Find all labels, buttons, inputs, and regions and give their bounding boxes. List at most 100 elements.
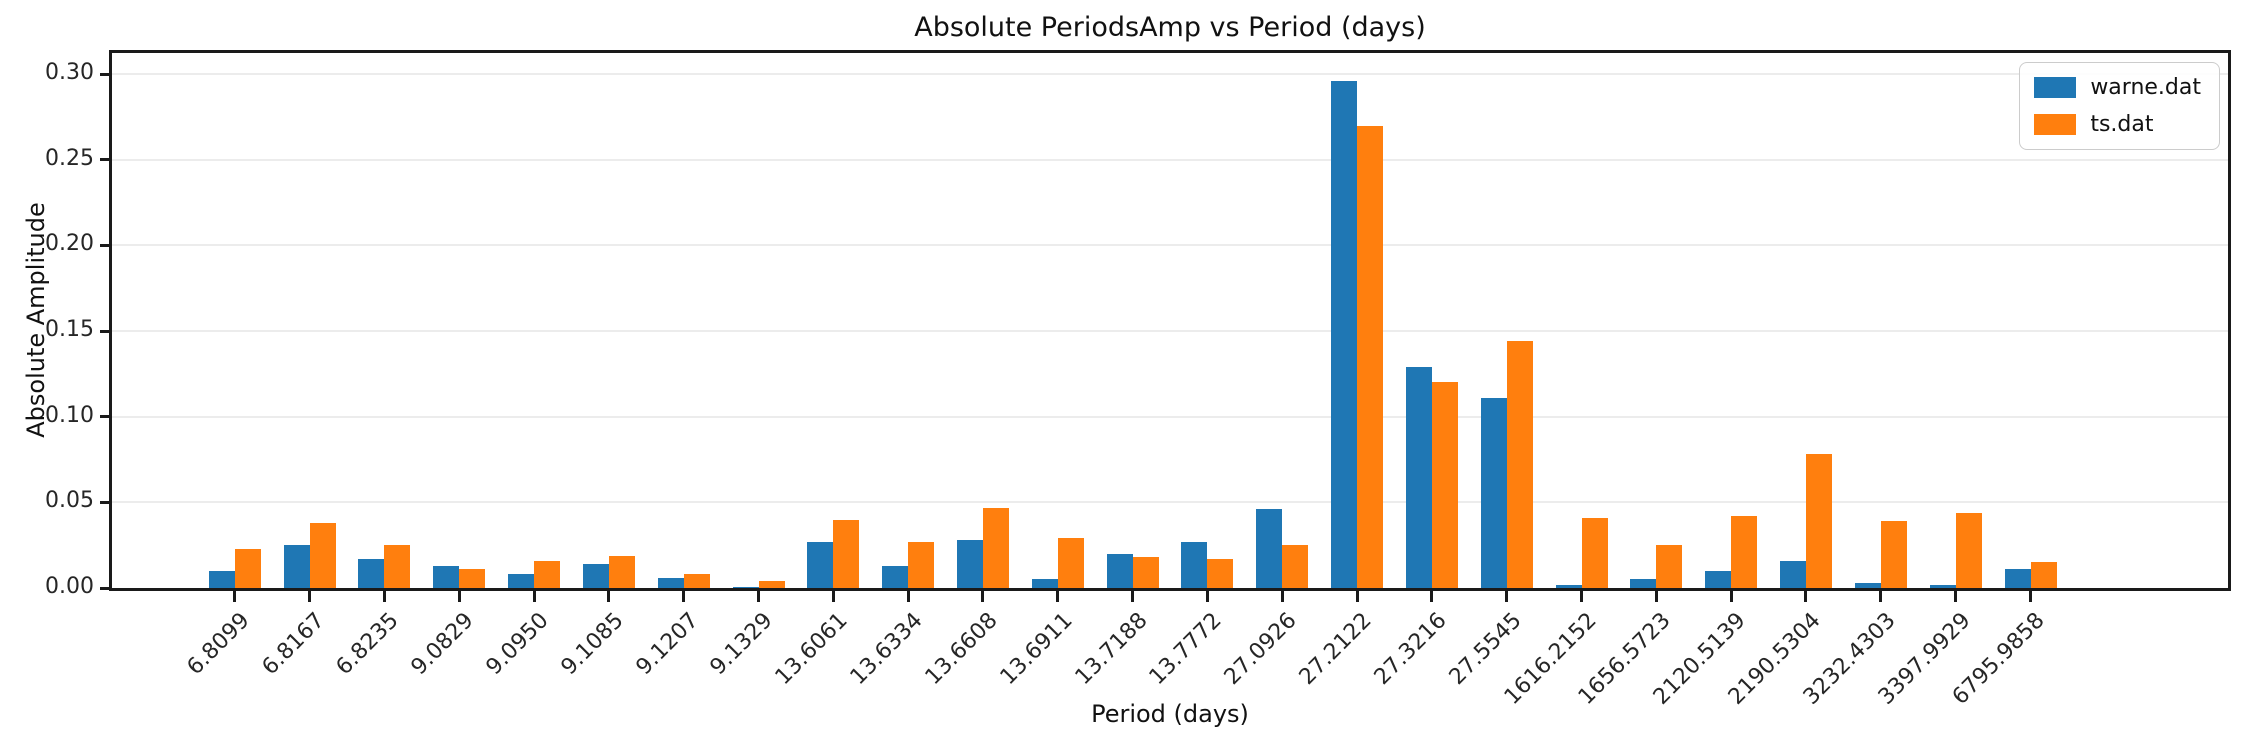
x-tick-mark bbox=[382, 591, 386, 602]
bar-warne-dat bbox=[882, 565, 909, 588]
x-tick-mark bbox=[1580, 591, 1584, 602]
legend-label-warne: warne.dat bbox=[2090, 75, 2201, 100]
x-tick-mark bbox=[1954, 591, 1958, 602]
bar-warne-dat bbox=[1256, 509, 1283, 588]
bar-ts-dat bbox=[1431, 382, 1458, 588]
x-tick-mark bbox=[1056, 591, 1060, 602]
bar-warne-dat bbox=[1854, 582, 1881, 588]
y-tick-mark bbox=[100, 329, 112, 333]
x-tick-mark bbox=[1654, 591, 1658, 602]
x-tick-mark bbox=[1879, 591, 1883, 602]
x-tick-label-text: 27.3216 bbox=[1369, 608, 1452, 691]
bar-warne-dat bbox=[508, 574, 534, 588]
chart-title: Absolute PeriodsAmp vs Period (days) bbox=[914, 12, 1426, 43]
x-tick-mark bbox=[233, 591, 237, 602]
bar-ts-dat bbox=[982, 507, 1009, 588]
bar-ts-dat bbox=[1955, 512, 1982, 588]
x-tick-mark bbox=[532, 591, 536, 602]
bar-warne-dat bbox=[433, 565, 460, 588]
x-tick-label-text: 6.8167 bbox=[257, 608, 330, 681]
bar-warne-dat bbox=[582, 564, 609, 588]
bar-ts-dat bbox=[1656, 545, 1683, 588]
x-tick-label-text: 9.0829 bbox=[406, 608, 479, 681]
gridline bbox=[112, 415, 2228, 418]
x-tick-mark bbox=[1355, 591, 1359, 602]
x-tick-label-text: 13.6608 bbox=[920, 608, 1003, 691]
x-tick-mark bbox=[2028, 591, 2032, 602]
y-tick-mark bbox=[100, 500, 112, 504]
bar-ts-dat bbox=[2030, 562, 2057, 588]
bar-ts-dat bbox=[309, 522, 336, 588]
bar-warne-dat bbox=[1181, 541, 1208, 588]
gridline bbox=[112, 158, 2228, 161]
legend-swatch-warne bbox=[2034, 77, 2077, 98]
bar-ts-dat bbox=[234, 548, 261, 588]
y-tick-label: 0.05 bbox=[45, 488, 94, 514]
bar-warne-dat bbox=[283, 545, 310, 588]
x-tick-label-text: 9.1085 bbox=[556, 608, 629, 681]
y-tick-mark bbox=[100, 415, 112, 419]
y-tick-mark bbox=[100, 586, 112, 590]
bar-ts-dat bbox=[1581, 517, 1608, 588]
bar-warne-dat bbox=[807, 541, 834, 588]
bar-ts-dat bbox=[833, 519, 860, 588]
bar-warne-dat bbox=[1031, 579, 1058, 588]
y-tick-label: 0.30 bbox=[45, 60, 94, 86]
x-tick-mark bbox=[981, 591, 985, 602]
x-tick-label-text: 13.7772 bbox=[1145, 608, 1228, 691]
x-tick-mark bbox=[831, 591, 835, 602]
plot-frame bbox=[109, 50, 2231, 591]
x-tick-mark bbox=[1729, 591, 1733, 602]
bar-ts-dat bbox=[683, 574, 710, 588]
gridline bbox=[112, 501, 2228, 504]
x-tick-mark bbox=[756, 591, 760, 602]
legend: warne.dat ts.dat bbox=[2019, 62, 2220, 150]
x-tick-mark bbox=[1804, 591, 1808, 602]
x-tick-label-text: 9.0950 bbox=[481, 608, 554, 681]
legend-item-warne: warne.dat bbox=[2034, 75, 2201, 100]
bar-warne-dat bbox=[1780, 560, 1806, 588]
bar-warne-dat bbox=[732, 587, 759, 588]
x-tick-label-text: 6.8235 bbox=[331, 608, 405, 681]
x-tick-label-text: 13.7188 bbox=[1070, 608, 1153, 691]
bar-warne-dat bbox=[1106, 553, 1133, 588]
bar-ts-dat bbox=[758, 581, 785, 588]
legend-swatch-ts bbox=[2034, 114, 2077, 135]
y-tick-label: 0.20 bbox=[45, 231, 94, 257]
bar-warne-dat bbox=[1929, 584, 1956, 588]
y-tick-mark bbox=[100, 72, 112, 76]
bar-warne-dat bbox=[1705, 570, 1732, 588]
x-tick-label-text: 9.1207 bbox=[631, 608, 704, 681]
x-tick-mark bbox=[607, 591, 611, 602]
bar-warne-dat bbox=[1331, 80, 1358, 588]
x-tick-mark bbox=[1280, 591, 1284, 602]
bar-ts-dat bbox=[1880, 521, 1907, 588]
x-tick-mark bbox=[682, 591, 686, 602]
bar-ts-dat bbox=[534, 560, 560, 588]
bar-warne-dat bbox=[358, 558, 385, 588]
x-tick-mark bbox=[1505, 591, 1509, 602]
bar-ts-dat bbox=[1357, 125, 1384, 588]
plot-area bbox=[109, 50, 2231, 591]
y-tick-label: 0.25 bbox=[45, 145, 94, 171]
x-tick-mark bbox=[308, 591, 312, 602]
bar-ts-dat bbox=[908, 541, 935, 588]
bar-warne-dat bbox=[1555, 584, 1582, 588]
bar-warne-dat bbox=[208, 570, 235, 588]
x-tick-mark bbox=[906, 591, 910, 602]
bar-warne-dat bbox=[1480, 397, 1507, 588]
gridline bbox=[112, 244, 2228, 247]
y-tick-label: 0.15 bbox=[45, 317, 94, 343]
x-tick-mark bbox=[1430, 591, 1434, 602]
gridline bbox=[112, 330, 2228, 333]
bar-ts-dat bbox=[1806, 454, 1832, 588]
bar-ts-dat bbox=[1282, 545, 1309, 588]
gridline bbox=[112, 73, 2228, 76]
bar-ts-dat bbox=[384, 545, 411, 588]
bar-ts-dat bbox=[459, 569, 486, 588]
bar-ts-dat bbox=[1057, 538, 1084, 588]
y-tick-mark bbox=[100, 158, 112, 162]
bar-warne-dat bbox=[2004, 569, 2031, 588]
x-tick-label-text: 13.6061 bbox=[770, 608, 853, 691]
bar-ts-dat bbox=[1731, 516, 1758, 588]
